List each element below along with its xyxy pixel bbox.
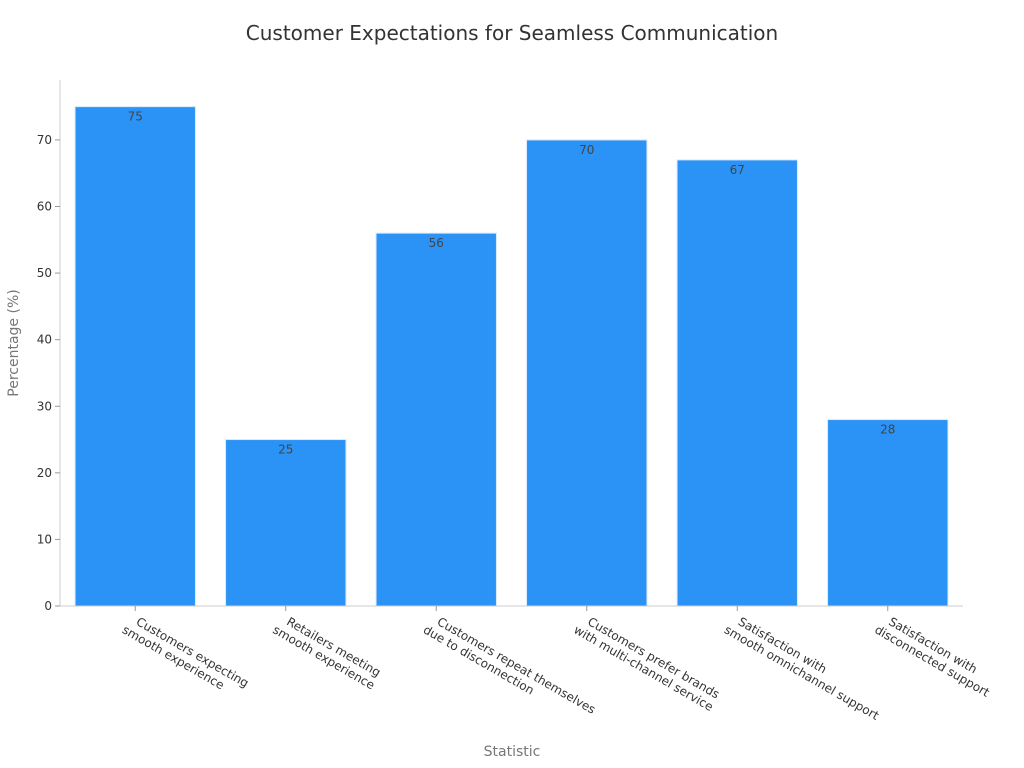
data-label: 25 bbox=[278, 443, 293, 457]
y-tick-label: 20 bbox=[37, 466, 52, 480]
bar bbox=[526, 139, 648, 607]
data-label: 56 bbox=[429, 236, 444, 250]
bars-group: 75 25 56 70 67 28 bbox=[74, 106, 949, 607]
bar bbox=[74, 106, 196, 607]
y-tick-label: 70 bbox=[37, 133, 52, 147]
bar bbox=[375, 232, 497, 607]
x-tick-label-line: Customers prefer brands bbox=[585, 614, 722, 701]
y-tick-label: 40 bbox=[37, 333, 52, 347]
x-tick-label: Satisfaction withsmooth omnichannel supp… bbox=[722, 610, 889, 722]
x-tick-label: Satisfaction withdisconnected support bbox=[872, 610, 999, 699]
bar bbox=[225, 439, 347, 607]
y-tick-label: 60 bbox=[37, 200, 52, 214]
chart-title: Customer Expectations for Seamless Commu… bbox=[246, 21, 778, 45]
y-tick-label: 0 bbox=[44, 599, 52, 613]
bar bbox=[676, 159, 798, 607]
y-axis: 0 10 20 30 40 50 60 70 bbox=[37, 80, 61, 613]
data-label: 67 bbox=[730, 163, 745, 177]
bar bbox=[827, 419, 949, 607]
x-axis-title: Statistic bbox=[484, 744, 541, 760]
data-label: 28 bbox=[880, 423, 895, 437]
y-tick-label: 10 bbox=[37, 532, 52, 546]
y-tick-label: 30 bbox=[37, 399, 52, 413]
x-tick-label: Customers prefer brandswith multi-channe… bbox=[571, 610, 722, 714]
x-tick-label: Retailers meetingsmooth experience bbox=[270, 610, 384, 692]
y-axis-title: Percentage (%) bbox=[6, 289, 22, 396]
x-tick-label-line: with multi-channel service bbox=[571, 623, 715, 714]
data-label: 75 bbox=[128, 110, 143, 124]
y-tick-label: 50 bbox=[37, 266, 52, 280]
x-tick-label: Customers repeat themselvesdue to discon… bbox=[421, 610, 598, 728]
data-label: 70 bbox=[579, 143, 594, 157]
x-tick-label-line: smooth omnichannel support bbox=[722, 623, 882, 723]
x-tick-label: Customers expectingsmooth experience bbox=[120, 610, 251, 702]
x-axis: Customers expectingsmooth experience Reta… bbox=[60, 605, 999, 728]
